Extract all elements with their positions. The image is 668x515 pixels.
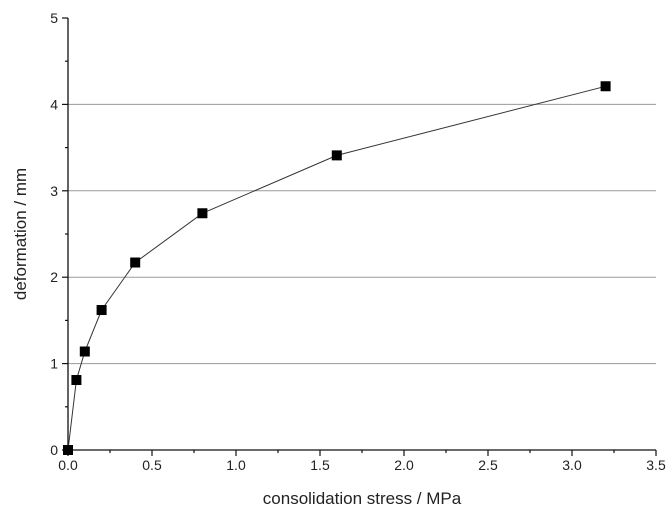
ticks: 0 1 2 3 4 5 0.0 0.5 1.0 1.5 2.0 2.5 3.0 3.5 (50, 10, 666, 473)
markers (63, 81, 611, 455)
x-tick-label: 0.5 (142, 457, 162, 473)
x-tick-label: 0.0 (58, 457, 78, 473)
x-tick-label: 2.5 (478, 457, 498, 473)
y-tick-label: 0 (50, 442, 58, 458)
y-tick-label: 2 (50, 269, 58, 285)
y-tick-label: 3 (50, 183, 58, 199)
axes (67, 18, 656, 451)
x-tick-label: 3.5 (646, 457, 666, 473)
series-line (67, 85, 606, 451)
y-tick-label: 1 (50, 356, 58, 372)
data-point (197, 208, 208, 219)
y-tick-label: 5 (50, 10, 58, 26)
y-axis-title: deformation / mm (11, 168, 30, 300)
x-tick-label: 1.0 (226, 457, 246, 473)
data-point (71, 375, 82, 386)
x-tick-label: 3.0 (562, 457, 582, 473)
data-point (331, 150, 342, 161)
data-point (63, 445, 73, 455)
x-tick-label: 2.0 (394, 457, 414, 473)
x-tick-label: 1.5 (310, 457, 330, 473)
data-point (600, 81, 611, 92)
y-tick-label: 4 (50, 96, 58, 112)
gridlines (68, 103, 656, 365)
data-point (96, 305, 107, 316)
data-point (79, 346, 90, 357)
data-point (130, 257, 141, 268)
x-axis-title: consolidation stress / MPa (263, 489, 462, 508)
series (67, 85, 606, 451)
